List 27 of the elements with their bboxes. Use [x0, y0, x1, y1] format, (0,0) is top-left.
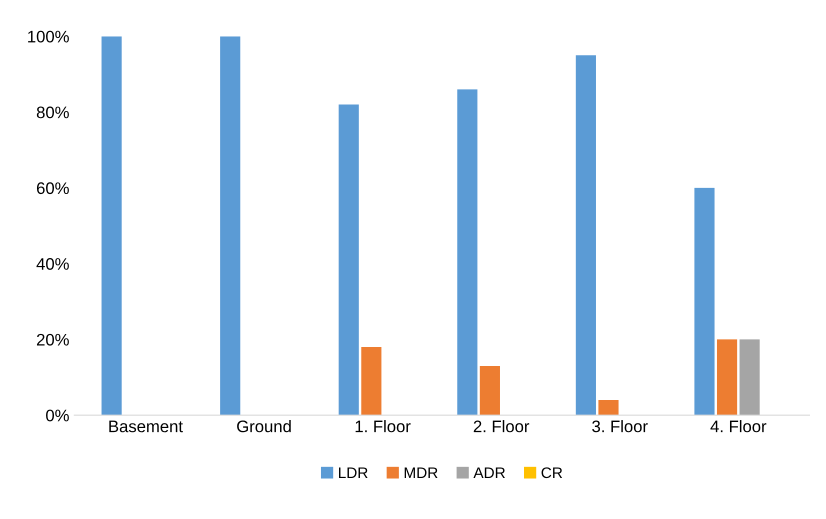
- x-tick-label: 4. Floor: [710, 420, 766, 432]
- y-tick-label: 20%: [36, 334, 69, 346]
- y-tick-label: 40%: [36, 258, 69, 270]
- bar: [102, 36, 122, 416]
- bar: [576, 55, 596, 416]
- bar: [598, 400, 619, 416]
- x-tick-label: 3. Floor: [592, 420, 648, 432]
- x-tick-label: 1. Floor: [356, 420, 411, 432]
- legend-label: MDR: [404, 467, 438, 478]
- bar: [740, 339, 760, 416]
- bar: [480, 366, 500, 416]
- bar: [716, 339, 738, 416]
- legend-label: ADR: [473, 467, 505, 478]
- x-tick-label: Ground: [237, 420, 291, 432]
- bar: [694, 188, 715, 416]
- x-tick-label: Basement: [109, 420, 183, 432]
- legend-label: LDR: [339, 467, 368, 478]
- bar: [361, 347, 382, 416]
- x-tick-label: 2. Floor: [474, 420, 530, 432]
- y-tick-label: 0%: [46, 410, 69, 422]
- y-tick-label: 100%: [28, 30, 69, 43]
- bar: [457, 89, 478, 416]
- bar: [220, 36, 240, 416]
- bar: [338, 104, 359, 416]
- y-tick-label: 60%: [36, 182, 69, 194]
- legend-label: CR: [542, 467, 562, 478]
- y-tick-label: 80%: [36, 106, 69, 118]
